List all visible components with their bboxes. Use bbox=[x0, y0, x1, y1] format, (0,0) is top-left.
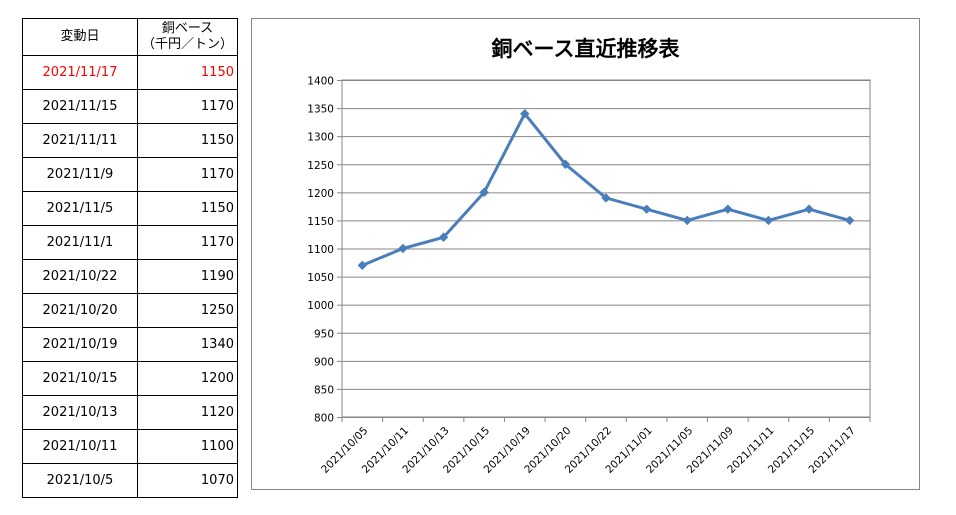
y-tick-label: 850 bbox=[314, 384, 334, 396]
row-price: 1190 bbox=[137, 259, 238, 294]
row-price: 1150 bbox=[137, 191, 238, 226]
row-price: 1170 bbox=[137, 89, 238, 124]
row-date: 2021/10/5 bbox=[22, 463, 138, 498]
y-tick-label: 1250 bbox=[307, 160, 334, 172]
table-row: 2021/11/5 1150 bbox=[22, 191, 238, 226]
table-row: 2021/10/20 1250 bbox=[22, 293, 238, 328]
y-tick-label: 1350 bbox=[307, 104, 334, 116]
row-date: 2021/10/11 bbox=[22, 429, 138, 464]
table-row: 2021/11/1 1170 bbox=[22, 225, 238, 260]
table-row: 2021/10/5 1070 bbox=[22, 463, 238, 498]
header-price-line2: （千円／トン） bbox=[141, 37, 233, 52]
header-price-line1: 銅ベース bbox=[161, 21, 214, 36]
table-row: 2021/11/17 1150 bbox=[22, 55, 238, 90]
row-price: 1100 bbox=[137, 429, 238, 464]
table-row: 2021/11/11 1150 bbox=[22, 123, 238, 158]
data-point-marker bbox=[479, 187, 489, 198]
data-point-marker bbox=[438, 232, 449, 242]
row-date: 2021/10/15 bbox=[22, 361, 138, 396]
y-tick-label: 900 bbox=[314, 356, 334, 368]
data-point-marker bbox=[682, 215, 692, 226]
row-date: 2021/11/15 bbox=[22, 89, 138, 124]
data-point-marker bbox=[398, 243, 408, 254]
data-point-marker bbox=[763, 215, 774, 226]
row-price: 1170 bbox=[137, 157, 238, 192]
chart-area: 銅ベース直近推移表 800 850 900 950 1000 1050 1100 1150 12… bbox=[251, 18, 920, 490]
table-row: 2021/10/15 1200 bbox=[22, 361, 238, 396]
row-price: 1120 bbox=[137, 395, 238, 430]
row-date: 2021/11/9 bbox=[22, 157, 138, 192]
data-point-marker bbox=[560, 159, 571, 169]
data-point-marker bbox=[601, 193, 611, 203]
row-price: 1150 bbox=[137, 55, 238, 90]
row-price: 1200 bbox=[137, 361, 238, 396]
table-row: 2021/11/9 1170 bbox=[22, 157, 238, 192]
row-date: 2021/11/1 bbox=[22, 225, 138, 260]
data-point-marker bbox=[520, 108, 530, 119]
y-tick-label: 800 bbox=[314, 413, 334, 425]
y-tick-label: 1400 bbox=[307, 76, 334, 88]
row-price: 1170 bbox=[137, 225, 238, 260]
table-header-row: 変動日 銅ベース （千円／トン） bbox=[22, 18, 238, 56]
header-date: 変動日 bbox=[22, 18, 138, 56]
row-date: 2021/11/17 bbox=[22, 55, 138, 90]
header-price: 銅ベース （千円／トン） bbox=[137, 18, 238, 56]
row-price: 1070 bbox=[137, 463, 238, 498]
data-point-marker bbox=[723, 204, 733, 214]
table-body: 2021/11/17 1150 2021/11/15 1170 2021/11/11 11… bbox=[22, 55, 238, 498]
y-tick-label: 950 bbox=[314, 328, 334, 340]
price-history-table: 変動日 銅ベース （千円／トン） 2021/11/17 1150 2021/11/1… bbox=[22, 18, 238, 498]
row-date: 2021/10/19 bbox=[22, 327, 138, 362]
data-point-marker bbox=[804, 204, 814, 214]
chart-title: 銅ベース直近推移表 bbox=[491, 37, 680, 61]
data-point-marker bbox=[641, 204, 652, 214]
table-row: 2021/10/19 1340 bbox=[22, 327, 238, 362]
table-row: 2021/10/11 1100 bbox=[22, 429, 238, 464]
y-tick-label: 1000 bbox=[307, 300, 334, 312]
row-date: 2021/10/13 bbox=[22, 395, 138, 430]
row-date: 2021/10/20 bbox=[22, 293, 138, 328]
y-tick-label: 1200 bbox=[307, 188, 334, 200]
table-row: 2021/10/22 1190 bbox=[22, 259, 238, 294]
line-chart: 800 850 900 950 1000 1050 1100 1150 1200 1250 1300… bbox=[307, 76, 871, 476]
row-price: 1250 bbox=[137, 293, 238, 328]
row-price: 1340 bbox=[137, 327, 238, 362]
y-tick-label: 1100 bbox=[307, 244, 334, 256]
table-row: 2021/11/15 1170 bbox=[22, 89, 238, 124]
row-date: 2021/11/11 bbox=[22, 123, 138, 158]
y-tick-label: 1050 bbox=[307, 272, 334, 284]
row-date: 2021/11/5 bbox=[22, 191, 138, 226]
row-date: 2021/10/22 bbox=[22, 259, 138, 294]
data-point-marker bbox=[357, 260, 368, 271]
row-price: 1150 bbox=[137, 123, 238, 158]
table-row: 2021/10/13 1120 bbox=[22, 395, 238, 430]
y-tick-label: 1150 bbox=[307, 216, 334, 228]
data-point-marker bbox=[844, 215, 855, 226]
y-tick-label: 1300 bbox=[307, 132, 334, 144]
